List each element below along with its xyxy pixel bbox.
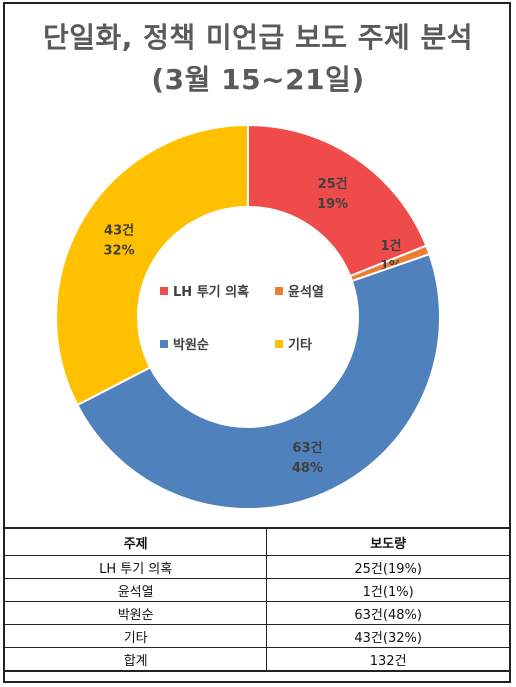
table-row: 윤석열 1건(1%) — [3, 578, 511, 602]
cell-topic: 기타 — [3, 624, 268, 648]
slice-other — [55, 123, 249, 407]
legend-swatch — [160, 339, 168, 348]
header-topic: 주제 — [3, 527, 268, 556]
legend-item-lh: LH 투기 의혹 — [160, 281, 249, 300]
data-label-percent-other: 32% — [104, 243, 135, 258]
legend-item-other: 기타 — [275, 334, 312, 353]
data-label-percent-park: 48% — [292, 461, 323, 476]
cell-topic: 윤석열 — [3, 578, 268, 602]
data-label-count-park: 63건 — [292, 440, 322, 456]
slice-park — [75, 252, 441, 510]
legend-swatch — [275, 286, 283, 295]
data-label-count-other: 43건 — [104, 222, 134, 238]
data-label-percent-lh: 19% — [317, 197, 348, 212]
chart-subtitle: (3월 15~21일) — [151, 63, 365, 96]
chart-title: 단일화, 정책 미언급 보도 주제 분석 — [42, 21, 474, 54]
cell-count: 25건(19%) — [266, 555, 511, 579]
cell-topic: LH 투기 의혹 — [3, 555, 268, 579]
legend-item-yoon: 윤석열 — [275, 281, 324, 300]
table-row: 박원순 63건(48%) — [3, 601, 511, 625]
header-count: 보도량 — [266, 527, 511, 556]
cell-count: 43건(32%) — [266, 624, 511, 648]
legend-item-park: 박원순 — [160, 334, 209, 353]
cell-count: 1건(1%) — [266, 578, 511, 602]
data-label-count-lh: 25건 — [318, 176, 348, 192]
cell-count: 63건(48%) — [266, 601, 511, 625]
legend-label: LH 투기 의혹 — [173, 285, 250, 300]
cell-count: 132건 — [266, 647, 511, 672]
legend-swatch — [160, 286, 168, 295]
cell-topic: 박원순 — [3, 601, 268, 625]
table-row: 기타 43건(32%) — [3, 624, 511, 648]
slice-lh — [247, 123, 428, 278]
legend-label: 기타 — [288, 338, 312, 353]
summary-table: 주제 보도량 LH 투기 의혹 25건(19%) 윤석열 1건(1%) 박원순 … — [3, 527, 511, 672]
legend-label: 박원순 — [173, 338, 209, 353]
data-label-count-yoon: 1건 — [380, 238, 401, 254]
table-row-total: 합계 132건 — [3, 647, 511, 672]
cell-topic: 합계 — [3, 647, 268, 672]
table-row: LH 투기 의혹 25건(19%) — [3, 555, 511, 579]
legend-label: 윤석열 — [288, 285, 324, 300]
legend-swatch — [275, 339, 283, 348]
table-header-row: 주제 보도량 — [3, 527, 511, 556]
